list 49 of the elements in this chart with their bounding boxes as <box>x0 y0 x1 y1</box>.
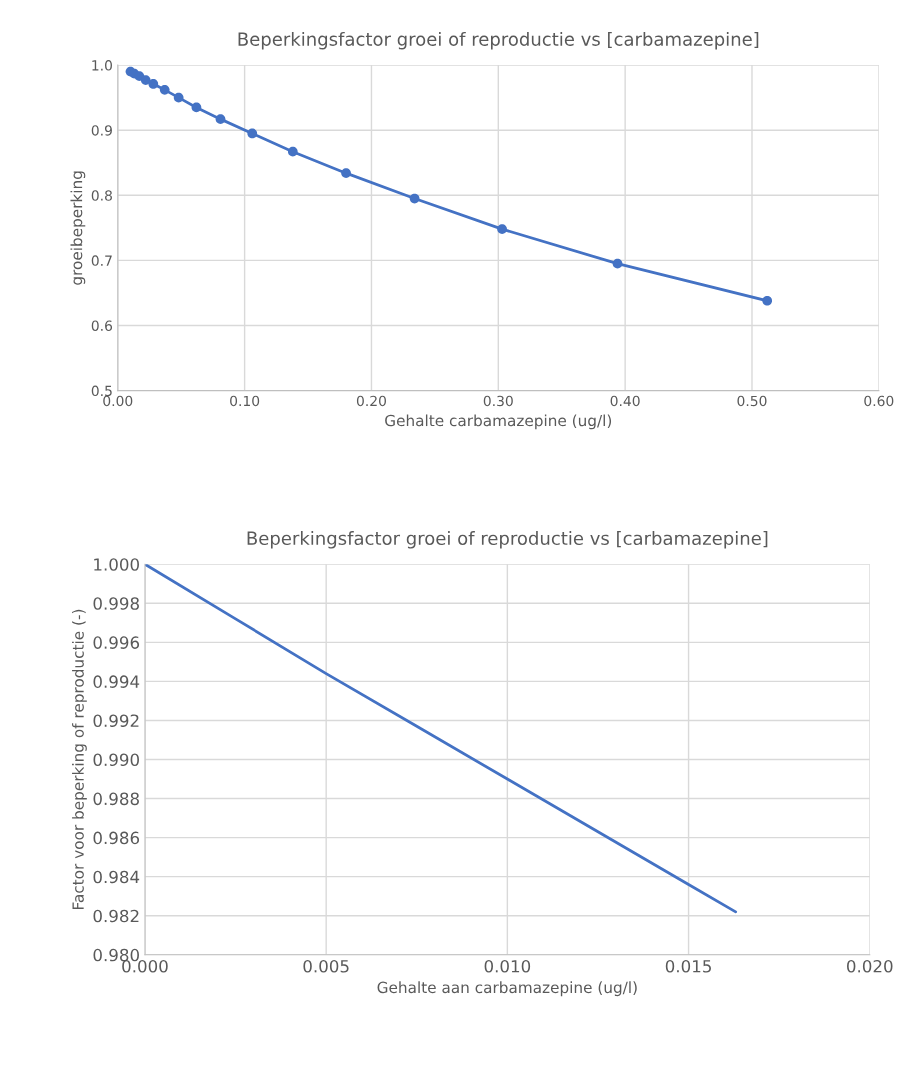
x-tick-label: 0.20 <box>356 395 386 407</box>
y-axis-title: Factor voor beperking of reproductie (-) <box>72 609 87 909</box>
point <box>159 84 170 95</box>
x-tick-label: 0.00 <box>103 395 133 407</box>
x-tick-label: 0.020 <box>847 959 893 973</box>
point <box>247 128 258 139</box>
y-tick-label: 0.986 <box>93 831 140 845</box>
point <box>215 114 226 124</box>
y-tick-label: 0.996 <box>93 636 140 649</box>
x-tick-label: 0.005 <box>303 959 349 973</box>
y-tick-label: 0.9 <box>91 125 112 136</box>
x-tick-label: 0.40 <box>610 395 640 407</box>
y-tick-label: 0.994 <box>93 675 140 688</box>
x-tick-label: 0.30 <box>483 395 513 407</box>
x-axis-title: Gehalte aan carbamazepine (ug/l) <box>377 981 637 997</box>
y-tick-label: 0.980 <box>93 948 139 962</box>
point <box>173 92 184 103</box>
y-tick-label: 1.000 <box>94 558 139 571</box>
y-tick-label: 0.998 <box>93 597 139 610</box>
point <box>497 224 507 235</box>
line-series <box>144 564 738 914</box>
point <box>287 146 298 157</box>
x-tick-label: 0.60 <box>864 395 894 407</box>
y-tick-label: 0.8 <box>91 190 112 201</box>
point <box>612 258 623 269</box>
point <box>762 295 773 306</box>
y-tick-label: 0.7 <box>91 255 112 266</box>
x-tick-label: 0.010 <box>484 959 531 973</box>
point <box>409 193 420 204</box>
x-tick-label: 0.000 <box>122 959 168 973</box>
y-axis-title: groeibeperking <box>70 171 86 285</box>
y-tick-label: 0.984 <box>93 870 140 884</box>
y-tick-label: 0.982 <box>93 909 139 923</box>
x-axis-title: Gehalte carbamazepine (ug/l) <box>385 414 612 430</box>
y-tick-label: 0.5 <box>91 385 112 397</box>
y-tick-label: 1.0 <box>92 60 112 71</box>
point <box>341 168 351 179</box>
point <box>140 75 151 85</box>
point <box>191 102 202 113</box>
y-tick-label: 0.988 <box>93 792 139 806</box>
point <box>148 79 159 89</box>
y-tick-label: 0.6 <box>91 320 113 331</box>
x-tick-label: 0.015 <box>665 959 711 973</box>
y-tick-label: 0.992 <box>93 714 139 728</box>
x-tick-label: 0.50 <box>737 395 767 407</box>
x-tick-label: 0.10 <box>230 395 260 407</box>
y-tick-label: 0.990 <box>93 753 139 767</box>
chart-title: Beperkingsfactor groei of reproductie vs [carbamazepine] <box>238 31 759 50</box>
chart-title: Beperkingsfactor groei of reproductie vs [carbamazepine] <box>247 531 768 549</box>
